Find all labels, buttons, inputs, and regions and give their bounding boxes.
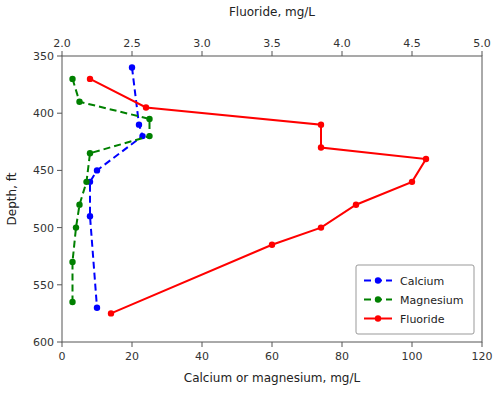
- tick-label: 3.0: [193, 37, 211, 50]
- tick-label: 450: [33, 164, 54, 177]
- chart: 0 20 40 60 80 100 120 2.0 2.5 3.0 3.5 4.0 4.5 5.0 350 4…: [0, 0, 500, 397]
- tick-label: 4.0: [333, 37, 351, 50]
- tick-label: 0: [59, 350, 66, 363]
- tick-label: 400: [33, 107, 54, 120]
- point: [94, 304, 100, 310]
- point: [129, 64, 135, 70]
- series-line: [90, 67, 143, 307]
- legend-label: Fluoride: [400, 313, 445, 326]
- x-axis-label: Calcium or magnesium, mg/L: [184, 371, 361, 385]
- tick: [132, 342, 133, 347]
- legend-label: Magnesium: [400, 294, 463, 307]
- legend-marker: [375, 315, 381, 321]
- point: [76, 202, 82, 208]
- point: [76, 99, 82, 105]
- point: [87, 150, 93, 156]
- point: [143, 104, 149, 110]
- tick-label: 5.0: [473, 37, 491, 50]
- point: [87, 76, 93, 82]
- tick: [412, 342, 413, 347]
- tick-label: 2.5: [123, 37, 141, 50]
- tick: [132, 51, 133, 56]
- point: [146, 133, 152, 139]
- tick-label: 40: [195, 350, 209, 363]
- tick-label: 60: [265, 350, 279, 363]
- series-line: [73, 79, 150, 302]
- point: [318, 144, 324, 150]
- point: [69, 76, 75, 82]
- legend-marker: [375, 277, 381, 283]
- point: [353, 202, 359, 208]
- tick: [272, 342, 273, 347]
- axes: 0 20 40 60 80 100 120 2.0 2.5 3.0 3.5 4.0 4.5 5.0 350 4…: [33, 37, 493, 363]
- tick: [57, 56, 62, 57]
- tick: [57, 113, 62, 114]
- tick: [57, 170, 62, 171]
- tick: [57, 227, 62, 228]
- point: [94, 167, 100, 173]
- legend-label: Calcium: [400, 275, 444, 288]
- x2-axis-label: Fluoride, mg/L: [229, 5, 315, 19]
- point: [269, 242, 275, 248]
- tick-label: 4.5: [403, 37, 421, 50]
- tick-label: 80: [335, 350, 349, 363]
- tick-label: 2.0: [53, 37, 71, 50]
- tick-label: 120: [472, 350, 493, 363]
- point: [318, 224, 324, 230]
- point: [108, 310, 114, 316]
- point: [423, 156, 429, 162]
- legend-box: [356, 265, 474, 334]
- tick: [272, 51, 273, 56]
- point: [73, 224, 79, 230]
- tick-label: 600: [33, 336, 54, 349]
- tick-label: 100: [402, 350, 423, 363]
- y-axis-label: Depth, ft: [5, 172, 19, 225]
- tick: [62, 51, 63, 56]
- tick: [62, 342, 63, 347]
- tick: [412, 51, 413, 56]
- point: [87, 213, 93, 219]
- tick-label: 3.5: [263, 37, 281, 50]
- point: [146, 116, 152, 122]
- point: [69, 299, 75, 305]
- tick: [342, 51, 343, 56]
- point: [136, 121, 142, 127]
- plot-frame: [62, 56, 482, 342]
- tick: [57, 284, 62, 285]
- point: [409, 179, 415, 185]
- tick: [202, 51, 203, 56]
- point: [318, 121, 324, 127]
- legend: Calcium Magnesium Fluoride: [356, 265, 474, 334]
- tick: [202, 342, 203, 347]
- point: [83, 179, 89, 185]
- point: [69, 259, 75, 265]
- tick-label: 350: [33, 50, 54, 63]
- legend-marker: [375, 296, 381, 302]
- tick: [482, 51, 483, 56]
- tick-label: 550: [33, 279, 54, 292]
- tick: [57, 342, 62, 343]
- tick-label: 500: [33, 222, 54, 235]
- tick: [342, 342, 343, 347]
- tick-label: 20: [125, 350, 139, 363]
- tick: [482, 342, 483, 347]
